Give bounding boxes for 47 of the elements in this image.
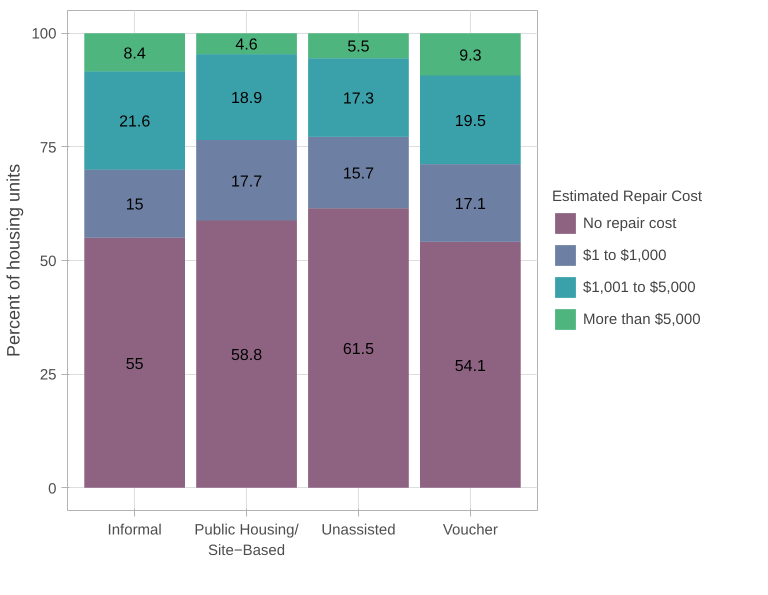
data-label: 9.3 (459, 47, 482, 64)
bar (420, 242, 521, 488)
data-label: 18.9 (230, 90, 262, 108)
y-axis-title: Percent of housing units (3, 164, 24, 358)
x-tick-label: Voucher (442, 522, 498, 538)
bar (308, 33, 409, 58)
data-label: 17.1 (454, 196, 486, 213)
bar (196, 33, 297, 54)
x-tick-label: Informal (108, 522, 162, 538)
y-tick-label: 25 (40, 366, 57, 384)
bar (84, 71, 185, 170)
legend-label: $1 to $1,000 (583, 246, 666, 264)
data-label: 21.6 (119, 114, 150, 130)
data-label: 61.5 (342, 341, 374, 358)
y-tick-label: 75 (40, 139, 57, 156)
bar (84, 170, 185, 238)
data-label: 17.3 (342, 90, 374, 108)
bar (308, 136, 409, 208)
data-label: 58.8 (230, 347, 262, 364)
legend-label: $1,001 to $5,000 (583, 278, 696, 296)
x-tick-label: Public Housing/ Site−Based (194, 522, 300, 559)
bar (196, 54, 297, 140)
data-label: 15 (126, 196, 144, 214)
bar (84, 238, 185, 488)
data-label: 8.4 (124, 45, 146, 62)
bar (420, 164, 521, 242)
data-label: 4.6 (235, 36, 258, 54)
data-label: 55 (126, 356, 144, 373)
bar (308, 208, 409, 488)
legend-label: No repair cost (583, 214, 676, 232)
legend-title: Estimated Repair Cost (552, 188, 702, 205)
bar (84, 33, 185, 72)
bar (420, 76, 521, 164)
data-label: 19.5 (454, 112, 486, 130)
y-tick-label: 100 (31, 26, 57, 43)
bar (196, 220, 297, 488)
y-tick-label: 50 (40, 253, 57, 270)
bar (196, 140, 297, 220)
bar (420, 33, 521, 76)
data-label: 54.1 (454, 358, 486, 375)
data-label: 17.7 (230, 173, 262, 190)
data-label: 5.5 (347, 38, 370, 56)
legend-label: More than $5,000 (583, 310, 701, 328)
bar (308, 58, 409, 137)
x-tick-label: Unassisted (321, 522, 396, 538)
y-tick-label: 0 (48, 480, 56, 498)
data-label: 15.7 (342, 166, 374, 183)
